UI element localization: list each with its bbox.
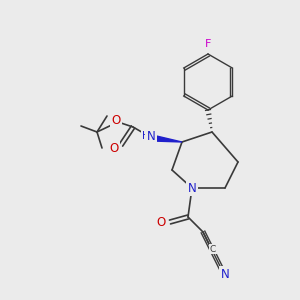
Text: C: C bbox=[210, 244, 216, 253]
Text: F: F bbox=[205, 39, 211, 49]
Text: H: H bbox=[142, 131, 150, 141]
Text: N: N bbox=[147, 130, 155, 142]
Text: O: O bbox=[111, 113, 121, 127]
Text: O: O bbox=[156, 215, 166, 229]
Text: O: O bbox=[110, 142, 118, 154]
Text: N: N bbox=[220, 268, 230, 281]
Text: N: N bbox=[188, 182, 196, 194]
Polygon shape bbox=[152, 135, 182, 142]
